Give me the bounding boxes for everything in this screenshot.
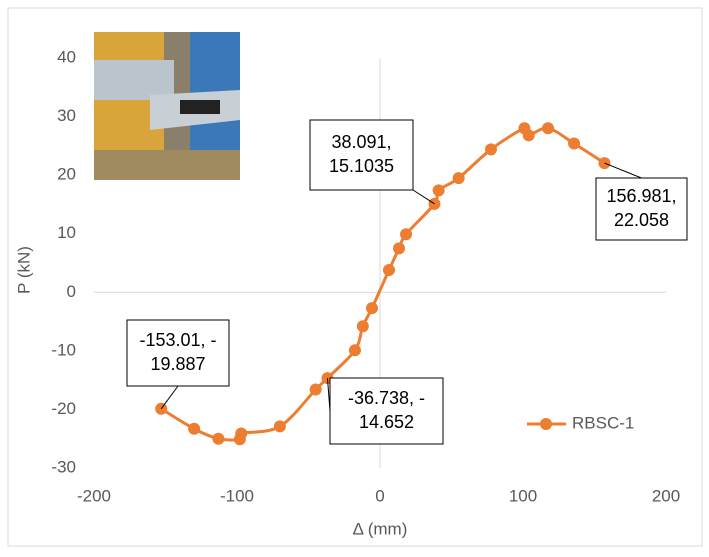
x-tick-label: 100 xyxy=(509,486,537,505)
data-point xyxy=(235,427,247,439)
data-label: 19.887 xyxy=(150,354,205,374)
data-point xyxy=(310,384,322,396)
data-label: -153.01, - xyxy=(139,330,216,350)
data-point xyxy=(393,242,405,254)
callout: -36.738, - 14.652 xyxy=(327,378,443,444)
data-point xyxy=(433,184,445,196)
data-label: 38.091, xyxy=(331,132,391,152)
photo-inset xyxy=(94,32,240,180)
data-label: -36.738, - xyxy=(348,388,425,408)
chart: P (kN) Δ (mm) -30-20-10010203040-200-100… xyxy=(0,0,709,552)
data-label: 14.652 xyxy=(359,412,414,432)
legend-label: RBSC-1 xyxy=(572,413,634,432)
data-point xyxy=(383,264,395,276)
x-tick-label: 200 xyxy=(652,486,680,505)
x-tick-label: -200 xyxy=(77,486,111,505)
y-tick-label: -10 xyxy=(51,340,76,359)
y-tick-label: 40 xyxy=(57,47,76,66)
data-point xyxy=(568,138,580,150)
data-point xyxy=(453,172,465,184)
x-tick-label: -100 xyxy=(220,486,254,505)
data-point xyxy=(400,228,412,240)
data-point xyxy=(212,433,224,445)
x-tick-label: 0 xyxy=(375,486,384,505)
data-point xyxy=(274,420,286,432)
data-label: 156.981, xyxy=(606,186,676,206)
y-tick-label: 10 xyxy=(57,223,76,242)
data-label: 22.058 xyxy=(614,210,669,230)
data-label: 15.1035 xyxy=(329,156,394,176)
x-axis-title: Δ (mm) xyxy=(353,519,408,538)
data-point xyxy=(188,423,200,435)
data-point xyxy=(523,129,535,141)
data-point xyxy=(542,122,554,134)
y-tick-label: 20 xyxy=(57,165,76,184)
y-tick-label: 30 xyxy=(57,106,76,125)
data-point xyxy=(366,302,378,314)
data-point xyxy=(349,344,361,356)
y-tick-label: 0 xyxy=(67,282,76,301)
y-tick-label: -20 xyxy=(51,399,76,418)
y-tick-label: -30 xyxy=(51,457,76,476)
data-point xyxy=(357,320,369,332)
page: {"chart_data": {"type": "scatter", "smoo… xyxy=(0,0,709,557)
data-point xyxy=(485,143,497,155)
y-axis-title: P (kN) xyxy=(14,246,33,294)
legend-marker xyxy=(540,418,552,430)
